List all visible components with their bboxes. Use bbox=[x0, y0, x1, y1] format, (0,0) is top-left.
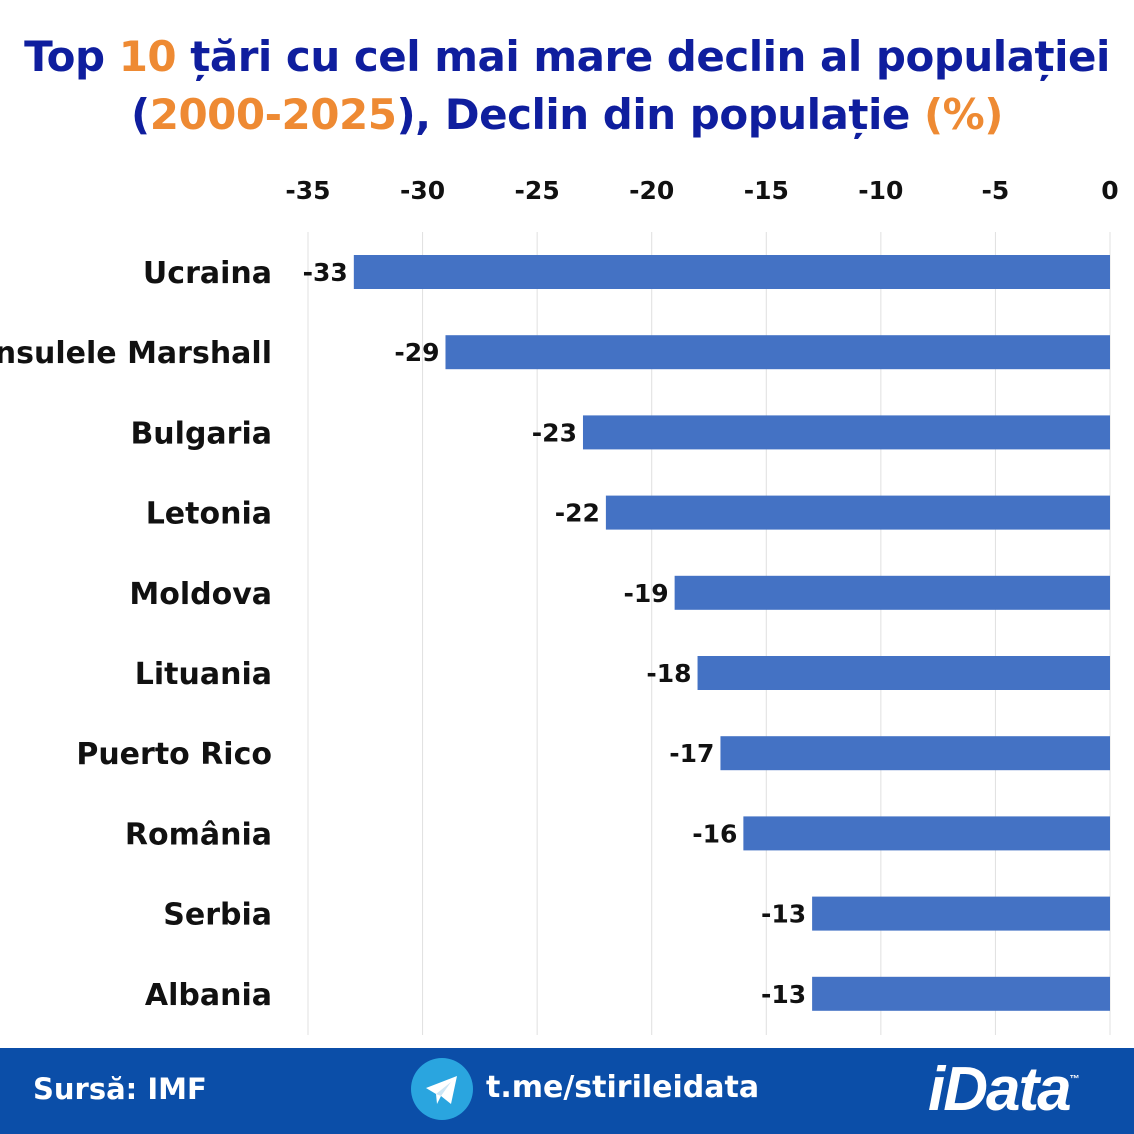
category-label: Albania bbox=[145, 978, 272, 1013]
bar bbox=[674, 575, 1110, 610]
x-tick-label: -15 bbox=[744, 176, 789, 205]
bar bbox=[697, 656, 1110, 690]
category-label: Moldova bbox=[129, 577, 272, 612]
source-label: Sursă: IMF bbox=[33, 1072, 207, 1106]
title-segment: 2000-2025 bbox=[149, 90, 397, 139]
x-tick-label: 0 bbox=[1101, 176, 1118, 205]
category-label: Serbia bbox=[163, 898, 272, 933]
category-label: România bbox=[125, 817, 272, 852]
data-label: -33 bbox=[303, 258, 348, 287]
bar bbox=[582, 415, 1110, 450]
bar bbox=[720, 736, 1110, 771]
data-label: -17 bbox=[669, 739, 714, 768]
bar bbox=[445, 335, 1110, 370]
title-segment: țări cu cel mai mare declin al populație… bbox=[176, 32, 1110, 81]
data-label: -19 bbox=[623, 579, 668, 608]
title-segment: Top bbox=[24, 32, 119, 81]
data-label: -16 bbox=[692, 819, 737, 848]
title-segment: ( bbox=[131, 90, 150, 139]
bar bbox=[353, 255, 1110, 289]
footer: Sursă: IMF t.me/stirileidata iData™ bbox=[0, 1048, 1134, 1134]
x-tick-label: -30 bbox=[400, 176, 445, 205]
bar bbox=[605, 495, 1110, 530]
telegram-link[interactable]: t.me/stirileidata bbox=[486, 1070, 760, 1105]
idata-logo: iData™ bbox=[928, 1054, 1080, 1125]
category-label: Insulele Marshall bbox=[0, 336, 272, 371]
x-tick-label: -5 bbox=[982, 176, 1010, 205]
category-label: Letonia bbox=[146, 497, 272, 532]
chart-title: Top 10 țări cu cel mai mare declin al po… bbox=[0, 28, 1134, 144]
category-label: Bulgaria bbox=[130, 416, 272, 451]
data-label: -23 bbox=[532, 418, 577, 447]
data-label: -22 bbox=[555, 499, 600, 528]
bar bbox=[743, 816, 1110, 851]
x-tick-label: -25 bbox=[515, 176, 560, 205]
data-label: -18 bbox=[646, 659, 691, 688]
title-segment: ), Declin din populație bbox=[396, 90, 924, 139]
bar bbox=[812, 976, 1110, 1011]
bar-chart: -35 -30 -25 -20 -15 -10 -5 0 Ucraina -33 Insulele … bbox=[0, 176, 1119, 1035]
category-label: Puerto Rico bbox=[76, 737, 272, 772]
x-tick-label: -20 bbox=[629, 176, 674, 205]
trademark: ™ bbox=[1069, 1074, 1080, 1085]
x-tick-label: -35 bbox=[285, 176, 330, 205]
title-segment: (%) bbox=[923, 90, 1003, 139]
data-label: -13 bbox=[761, 980, 806, 1009]
title-segment: 10 bbox=[118, 32, 177, 81]
logo-text: iData bbox=[928, 1055, 1072, 1124]
x-tick-label: -10 bbox=[858, 176, 903, 205]
category-label: Ucraina bbox=[143, 256, 272, 291]
telegram-icon[interactable] bbox=[411, 1058, 473, 1120]
category-label: Lituania bbox=[135, 657, 272, 692]
data-label: -13 bbox=[761, 900, 806, 929]
bar bbox=[812, 896, 1110, 931]
data-label: -29 bbox=[394, 338, 439, 367]
